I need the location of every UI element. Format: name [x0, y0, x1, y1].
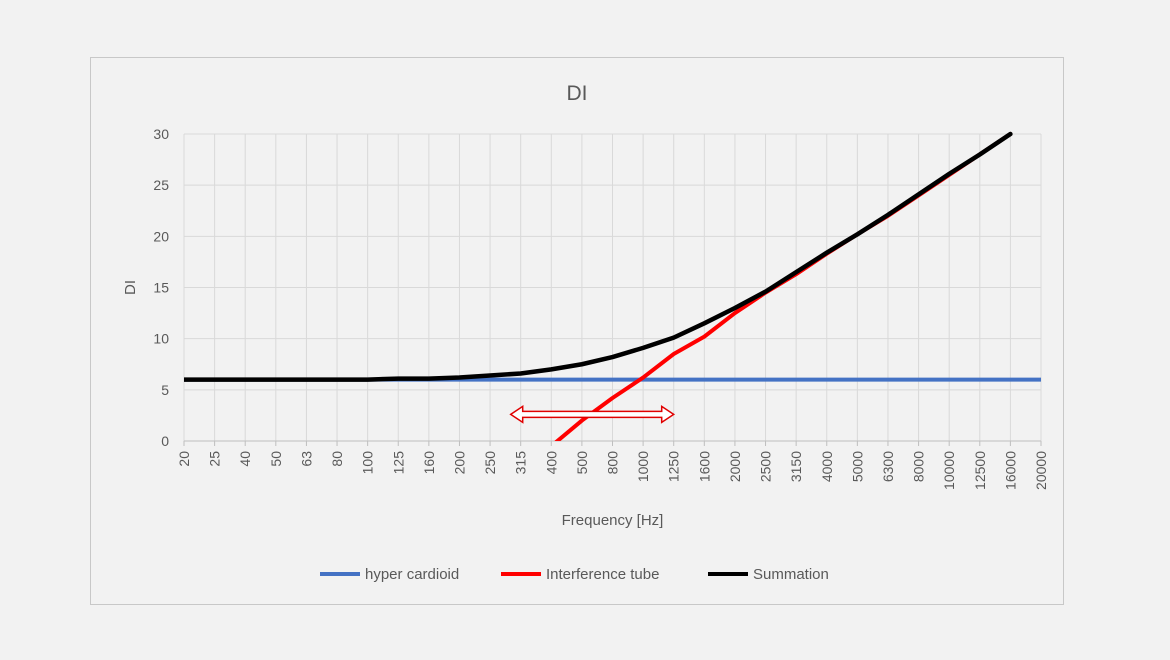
legend-label: hyper cardioid [365, 566, 459, 583]
x-tick-label: 20000 [1033, 451, 1049, 490]
x-tick-label: 3150 [788, 451, 804, 482]
x-tick-label: 10000 [941, 451, 957, 490]
x-tick-label: 12500 [972, 451, 988, 490]
x-tick-label: 5000 [849, 451, 865, 482]
axes: 0 5 10 15 20 25 30 20 25 40 50 63 80 100 125 160 200 250 3… [153, 126, 1049, 490]
x-tick-label: 2000 [727, 451, 743, 482]
x-tick-label: 4000 [819, 451, 835, 482]
y-tick-label: 10 [153, 331, 169, 347]
x-tick-label: 200 [451, 451, 467, 475]
x-tick-label: 250 [482, 451, 498, 475]
x-tick-label: 400 [543, 451, 559, 475]
series-line-summation [184, 131, 1013, 382]
annotation [509, 404, 676, 424]
y-tick-label: 15 [153, 280, 169, 296]
legend-label: Interference tube [546, 566, 659, 583]
x-tick-label: 40 [237, 451, 253, 467]
y-tick-label: 25 [153, 177, 169, 193]
gridlines [183, 133, 1042, 442]
y-tick-label: 0 [161, 433, 169, 449]
x-tick-label: 8000 [911, 451, 927, 482]
chart-title: DI [567, 82, 588, 105]
y-tick-label: 20 [153, 228, 169, 244]
x-tick-label: 6300 [880, 451, 896, 482]
chart-container: DI 0 5 10 15 20 25 30 20 25 40 50 63 80 100 125 160 200 2… [90, 57, 1064, 605]
y-tick-label: 30 [153, 126, 169, 142]
series-lines [184, 131, 1041, 441]
x-tick-label: 800 [605, 451, 621, 475]
x-tick-label: 20 [176, 451, 192, 467]
x-tick-label: 25 [207, 451, 223, 467]
x-tick-label: 100 [360, 451, 376, 475]
x-tick-label: 63 [298, 451, 314, 467]
x-tick-label: 2500 [758, 451, 774, 482]
x-tick-label: 500 [574, 451, 590, 475]
x-axis-title: Frequency [Hz] [562, 512, 664, 529]
x-tick-label: 50 [268, 451, 284, 467]
double-arrow [509, 404, 676, 424]
x-tick-label: 1000 [635, 451, 651, 482]
x-tick-label: 160 [421, 451, 437, 475]
x-tick-label: 80 [329, 451, 345, 467]
x-tick-label: 125 [390, 451, 406, 475]
x-tick-label: 1250 [666, 451, 682, 482]
x-tick-label: 1600 [696, 451, 712, 482]
y-axis-title: DI [122, 280, 139, 295]
x-tick-label: 16000 [1002, 451, 1018, 490]
y-tick-label: 5 [161, 382, 169, 398]
legend: hyper cardioid Interference tube Summation [320, 566, 829, 583]
legend-label: Summation [753, 566, 829, 583]
x-tick-label: 315 [513, 451, 529, 475]
chart: DI 0 5 10 15 20 25 30 20 25 40 50 63 80 100 125 160 200 2… [122, 82, 1049, 583]
